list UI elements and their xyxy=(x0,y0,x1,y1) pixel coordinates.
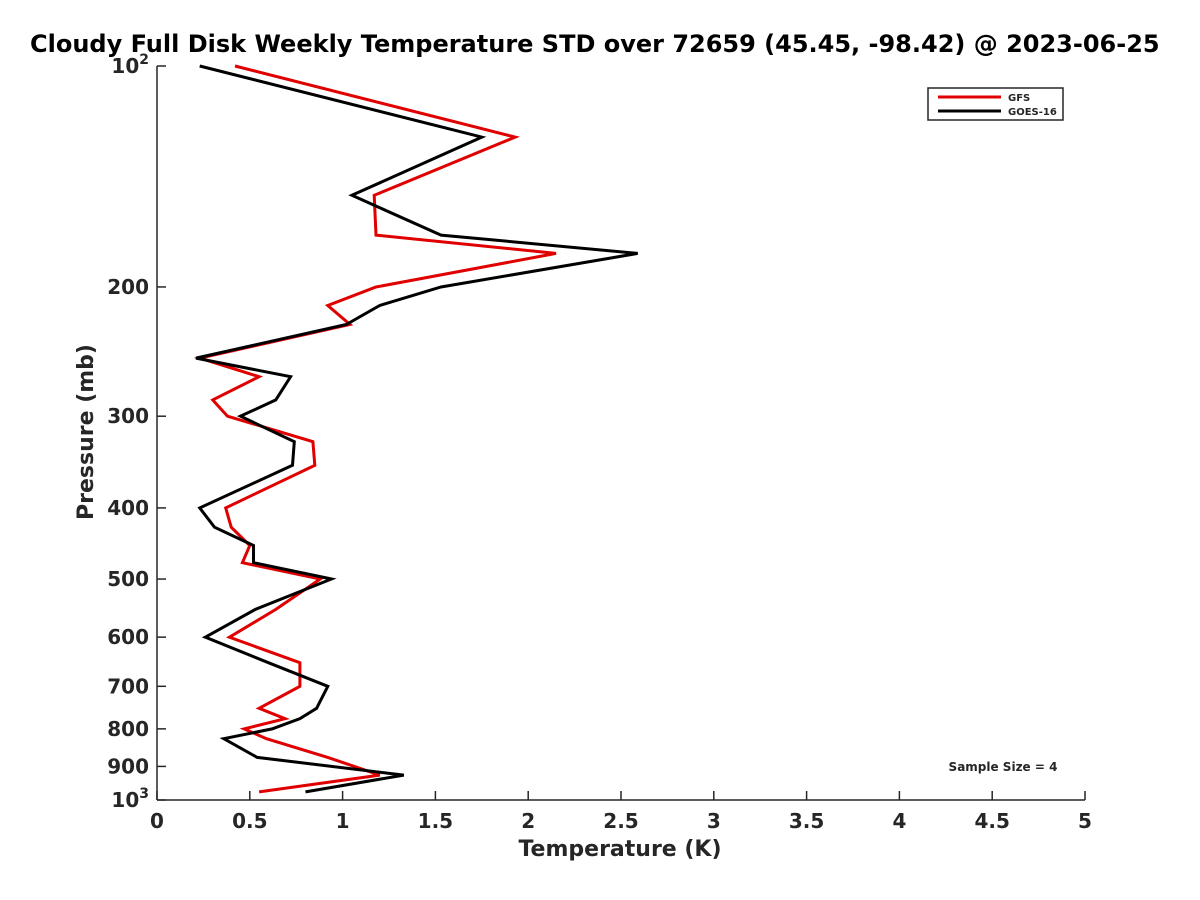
axes: 0 0.5 1 1.5 2 2.5 3 3.5 4 4.5 5 102 200 300 400 500 600 7… xyxy=(107,52,1092,833)
x-tick-label: 3 xyxy=(707,809,721,833)
x-tick-label: 4.5 xyxy=(974,809,1009,833)
x-tick-label: 5 xyxy=(1078,809,1092,833)
legend-box xyxy=(927,87,1064,121)
y-tick-label: 700 xyxy=(107,674,149,698)
y-tick-label: 900 xyxy=(107,754,149,778)
y-tick-label: 300 xyxy=(107,404,149,428)
x-tick-label: 2 xyxy=(521,809,535,833)
y-tick-label: 102 xyxy=(111,52,149,78)
legend-label-gfs: GFS xyxy=(1008,93,1030,104)
y-tick-label: 800 xyxy=(107,717,149,741)
y-tick-label: 200 xyxy=(107,275,149,299)
x-tick-label: 2.5 xyxy=(603,809,638,833)
x-tick-label: 4 xyxy=(892,809,906,833)
x-tick-label: 3.5 xyxy=(789,809,824,833)
x-tick-label: 0 xyxy=(150,809,164,833)
x-axis-label: Temperature (K) xyxy=(518,837,721,862)
chart-title: Cloudy Full Disk Weekly Temperature STD … xyxy=(30,30,1160,58)
series-line-goes-16 xyxy=(195,64,638,794)
y-tick-label: 500 xyxy=(107,567,149,591)
legend: GFS GOES-16 xyxy=(927,87,1064,121)
y-tick-label: 103 xyxy=(111,786,149,812)
y-tick-label: 400 xyxy=(107,496,149,520)
x-tick-label: 1.5 xyxy=(418,809,453,833)
legend-label-goes-16: GOES-16 xyxy=(1008,107,1057,118)
x-tick-label: 1 xyxy=(336,809,350,833)
x-tick-label: 0.5 xyxy=(232,809,267,833)
y-tick-label: 600 xyxy=(107,625,149,649)
y-axis-label: Pressure (mb) xyxy=(74,344,99,520)
series-lines xyxy=(193,64,638,794)
sample-size-annotation: Sample Size = 4 xyxy=(949,760,1058,774)
series-line-gfs xyxy=(193,64,557,794)
